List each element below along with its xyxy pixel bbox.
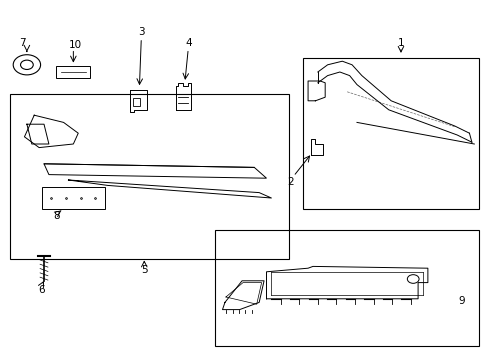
Text: 1: 1 (397, 38, 404, 48)
Bar (303, 58, 478, 209)
Bar (10, 94, 288, 259)
Text: 9: 9 (458, 296, 465, 306)
Bar (41, 187, 105, 209)
Text: 3: 3 (138, 27, 145, 37)
Text: 8: 8 (53, 211, 60, 221)
Text: 10: 10 (69, 40, 82, 50)
Bar (56, 66, 90, 78)
Text: 5: 5 (141, 265, 147, 275)
Polygon shape (44, 164, 266, 178)
Bar (215, 230, 478, 346)
Text: 2: 2 (287, 177, 294, 187)
Text: 4: 4 (184, 38, 191, 48)
Bar (132, 98, 140, 106)
Text: 6: 6 (38, 285, 45, 295)
Text: 7: 7 (19, 38, 25, 48)
